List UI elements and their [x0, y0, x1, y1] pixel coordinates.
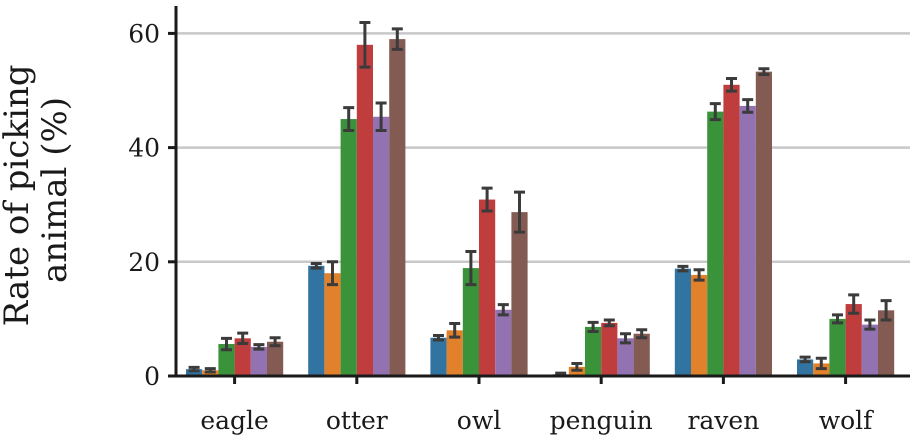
bar-penguin-s3	[585, 326, 602, 376]
error-bar-wolf-s6	[880, 299, 892, 322]
error-bar-eagle-s4	[237, 331, 249, 345]
error-bar-otter-s1	[310, 262, 322, 270]
error-bars	[188, 21, 892, 377]
axes	[168, 6, 910, 384]
error-bar-otter-s4	[359, 21, 371, 69]
bar-wolf-s3	[829, 318, 846, 376]
error-bar-raven-s5	[742, 98, 754, 114]
x-tick-labels: eagle otter owl penguin raven wolf	[200, 406, 874, 435]
error-bar-raven-s6	[758, 67, 770, 77]
error-bar-otter-s6	[391, 27, 403, 51]
bar-owl-s3	[462, 268, 479, 376]
error-bar-wolf-s4	[848, 293, 860, 315]
bar-owl-s1	[430, 337, 447, 376]
bar-eagle-s1	[186, 369, 203, 376]
error-bar-penguin-s2	[571, 361, 583, 372]
x-tick-label-owl: owl	[457, 406, 501, 435]
error-bar-otter-s3	[343, 106, 355, 132]
error-bar-eagle-s1	[188, 365, 200, 373]
error-bar-penguin-s6	[636, 328, 648, 340]
error-bar-eagle-s2	[204, 367, 216, 374]
error-bar-eagle-s3	[221, 336, 232, 352]
x-tick-label-wolf: wolf	[819, 406, 874, 435]
bar-eagle-s4	[234, 338, 251, 376]
error-bar-raven-s2	[693, 268, 705, 282]
y-tick-label-60: 60	[128, 19, 160, 48]
x-tick-label-raven: raven	[687, 406, 759, 435]
gridlines	[176, 32, 910, 264]
bar-otter-s2	[324, 273, 341, 376]
x-tick-label-otter: otter	[326, 406, 388, 435]
y-tick-label-20: 20	[128, 248, 160, 277]
error-bar-penguin-s4	[603, 318, 615, 328]
bar-otter-s1	[308, 265, 325, 376]
bar-raven-s2	[691, 274, 708, 376]
bar-otter-s6	[389, 39, 406, 377]
bar-owl-s2	[446, 330, 463, 376]
bar-eagle-s3	[218, 344, 235, 376]
bar-raven-s3	[707, 111, 724, 376]
y-tick-labels: 0 20 40 60	[128, 19, 160, 391]
error-bar-owl-s6	[514, 190, 525, 234]
error-bar-owl-s3	[465, 250, 477, 287]
error-bar-wolf-s2	[815, 356, 827, 371]
y-axis-title: Rate of picking animal (%)	[0, 54, 75, 327]
y-axis-title-line-1: Rate of picking	[0, 64, 37, 326]
bar-otter-s5	[373, 116, 390, 377]
error-bar-wolf-s1	[799, 355, 811, 364]
bar-wolf-s6	[878, 310, 895, 376]
bar-otter-s4	[356, 44, 373, 376]
error-bar-wolf-s3	[832, 313, 843, 325]
bar-owl-s5	[495, 309, 512, 376]
error-bar-eagle-s5	[253, 343, 265, 351]
bar-penguin-s6	[633, 333, 650, 376]
x-tick-label-penguin: penguin	[550, 406, 653, 435]
error-bar-wolf-s5	[864, 318, 876, 331]
bar-raven-s1	[674, 268, 691, 376]
error-bar-raven-s1	[677, 264, 689, 273]
error-bar-owl-s4	[481, 186, 493, 213]
bar-raven-s5	[739, 105, 756, 377]
bar-penguin-s5	[617, 338, 634, 376]
bar-owl-s4	[479, 199, 496, 376]
error-bar-eagle-s6	[269, 336, 281, 348]
bar-otter-s3	[340, 119, 357, 377]
bar-raven-s4	[723, 84, 740, 376]
bars	[186, 39, 895, 377]
error-bar-owl-s5	[497, 303, 509, 317]
y-tick-label-40: 40	[128, 134, 160, 163]
bar-wolf-s4	[845, 304, 862, 376]
bar-wolf-s1	[797, 359, 814, 376]
error-bar-raven-s4	[726, 77, 737, 93]
error-bar-otter-s5	[375, 101, 387, 132]
bar-eagle-s6	[267, 341, 284, 376]
y-axis-title-line-2: animal (%)	[35, 97, 75, 283]
bar-penguin-s4	[601, 322, 618, 376]
bar-eagle-s5	[250, 346, 267, 376]
bar-owl-s6	[511, 212, 528, 376]
error-bar-penguin-s3	[587, 320, 599, 333]
bar-raven-s6	[755, 71, 772, 377]
error-bar-otter-s2	[327, 260, 338, 287]
x-tick-label-eagle: eagle	[200, 406, 269, 435]
error-bar-owl-s1	[433, 333, 444, 342]
error-bar-owl-s2	[449, 321, 461, 339]
bar-wolf-s5	[861, 324, 878, 376]
y-tick-label-0: 0	[144, 362, 160, 391]
error-bar-raven-s3	[709, 102, 721, 122]
error-bar-penguin-s5	[620, 332, 631, 345]
